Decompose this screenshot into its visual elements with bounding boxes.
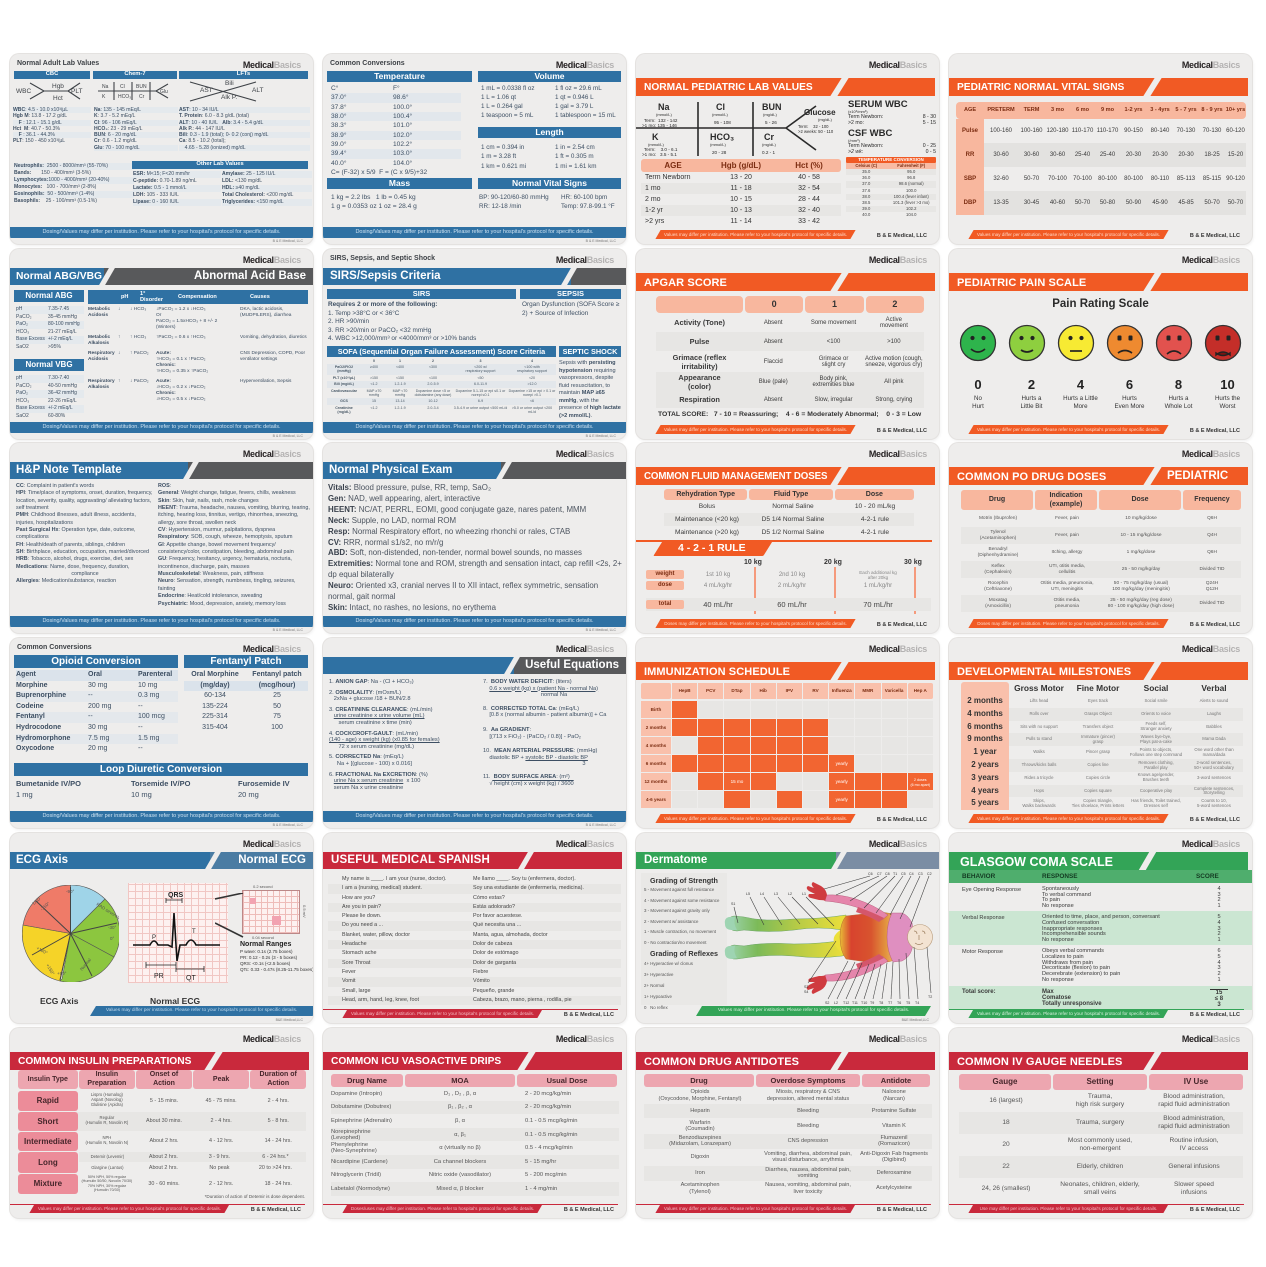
svg-text:P: P [152, 935, 156, 941]
svg-text:Na: Na [102, 84, 109, 90]
svg-text:Term: 3.0 - 6.1: Term: 3.0 - 6.1 [644, 147, 678, 152]
svg-text:+150°: +150° [45, 963, 55, 976]
svg-text:L2: L2 [788, 892, 792, 896]
svg-text:L1: L1 [802, 892, 806, 896]
svg-text:S3: S3 [804, 985, 808, 989]
svg-text:C6: C6 [868, 872, 873, 876]
svg-text:(mmol/L): (mmol/L) [710, 142, 726, 147]
svg-text:PR: PR [154, 973, 164, 980]
svg-text:Glu: Glu [160, 89, 168, 95]
svg-text:T12: T12 [843, 1001, 849, 1005]
svg-text:5 - 26: 5 - 26 [765, 120, 777, 125]
svg-text:BUN: BUN [136, 84, 147, 90]
svg-text:HCO₃: HCO₃ [118, 94, 131, 100]
svg-text:T5: T5 [906, 1001, 910, 1005]
svg-text:Cr: Cr [764, 132, 774, 142]
svg-text:QRS: QRS [168, 892, 184, 899]
svg-text:C3: C3 [918, 872, 923, 876]
svg-text:-30°: -30° [108, 925, 117, 930]
svg-text:L4: L4 [760, 892, 764, 896]
svg-text:20 - 28: 20 - 28 [712, 150, 727, 155]
svg-text:S1: S1 [731, 902, 735, 906]
svg-text:-150°: -150° [39, 901, 51, 912]
svg-text:C7: C7 [877, 872, 882, 876]
svg-text:AST: AST [200, 87, 213, 94]
svg-text:>1 mo: 3.5 - 5.1: >1 mo: 3.5 - 5.1 [642, 152, 677, 157]
svg-text:T: T [192, 929, 196, 935]
svg-text:Hgb: Hgb [52, 83, 64, 90]
svg-text:QT: QT [186, 975, 196, 982]
svg-text:Cl: Cl [716, 102, 725, 112]
svg-text:PLT: PLT [71, 88, 82, 95]
svg-text:>2 weeks: 50 - 110: >2 weeks: 50 - 110 [798, 129, 834, 134]
svg-text:Cl: Cl [120, 84, 125, 90]
svg-text:Hct: Hct [53, 95, 63, 102]
svg-text:0°: 0° [110, 936, 115, 941]
svg-text:T8: T8 [879, 1001, 883, 1005]
svg-text:Bili: Bili [225, 80, 234, 87]
svg-text:L5: L5 [746, 892, 750, 896]
svg-text:Glucose: Glucose [804, 108, 836, 117]
svg-text:T9: T9 [870, 1001, 874, 1005]
svg-text:(mmol/L): (mmol/L) [712, 112, 728, 117]
svg-text:95 - 108: 95 - 108 [714, 120, 731, 125]
svg-text:HCO₃: HCO₃ [710, 132, 734, 142]
svg-text:(mmol/L): (mmol/L) [656, 112, 672, 117]
svg-text:S4: S4 [804, 990, 808, 994]
svg-text:Term: 132 - 142: Term: 132 - 142 [644, 118, 678, 123]
svg-text:C2: C2 [927, 872, 932, 876]
svg-text:Cr: Cr [139, 94, 145, 100]
svg-text:+180°: +180° [36, 945, 49, 955]
svg-text:T6: T6 [897, 1001, 901, 1005]
svg-text:C4: C4 [909, 872, 914, 876]
svg-text:BUN: BUN [762, 102, 782, 112]
svg-text:0.2 - 1: 0.2 - 1 [762, 150, 775, 155]
svg-text:T2: T2 [928, 995, 932, 999]
svg-text:Na: Na [658, 102, 670, 112]
svg-text:T11: T11 [852, 1001, 858, 1005]
svg-text:ALT: ALT [252, 87, 263, 94]
svg-text:K: K [102, 94, 106, 100]
svg-text:T10: T10 [861, 1001, 867, 1005]
svg-text:LAD: LAD [31, 896, 41, 906]
svg-text:T1: T1 [893, 872, 897, 876]
svg-text:(mg/dL): (mg/dL) [763, 112, 777, 117]
svg-text:>1 mo: 135 - 146: >1 mo: 135 - 146 [642, 123, 677, 128]
svg-text:C8: C8 [885, 872, 890, 876]
svg-text:Term: 32 - 100: Term: 32 - 100 [798, 124, 829, 129]
svg-text:(mmol/L): (mmol/L) [648, 142, 664, 147]
svg-text:-90°: -90° [66, 889, 75, 894]
svg-text:K: K [652, 132, 659, 142]
svg-text:(mg/dL): (mg/dL) [762, 142, 776, 147]
svg-text:S2: S2 [825, 1001, 829, 1005]
svg-text:T4: T4 [915, 1001, 919, 1005]
svg-text:T7: T7 [888, 1001, 892, 1005]
svg-text:Alk P.: Alk P. [221, 94, 237, 101]
svg-text:C5: C5 [901, 872, 906, 876]
svg-text:L3: L3 [774, 892, 778, 896]
svg-text:+90°: +90° [57, 971, 67, 976]
svg-text:L2: L2 [834, 1001, 838, 1005]
svg-text:(mg/dL): (mg/dL) [818, 117, 832, 122]
svg-text:WBC: WBC [16, 88, 31, 95]
